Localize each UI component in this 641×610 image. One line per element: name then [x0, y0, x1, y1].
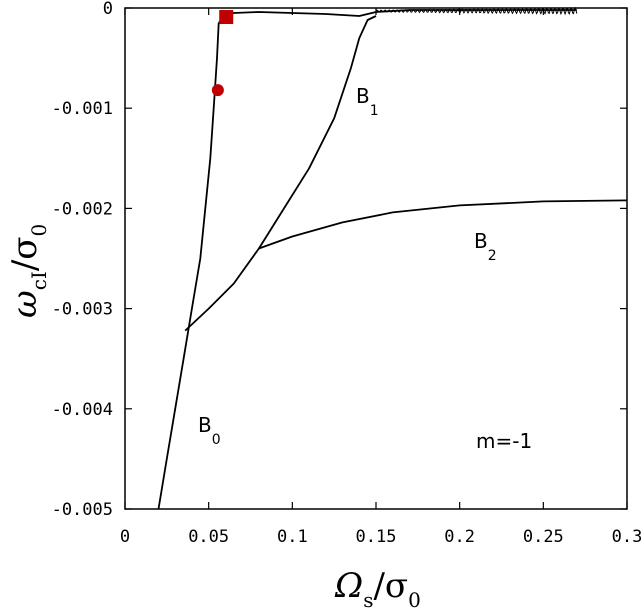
- x-axis-title-sub1: s: [363, 588, 373, 610]
- y-axis-title: ωcI/σ0: [5, 224, 51, 318]
- x-tick-label: 0.15: [356, 527, 397, 547]
- label-b2-main: B: [474, 229, 488, 253]
- x-tick-label: 0: [120, 527, 130, 547]
- label-b2-sub: 2: [488, 248, 497, 264]
- marker-circle: [211, 84, 224, 97]
- x-tick-label: 0.1: [277, 527, 308, 547]
- label-b1-sub: 1: [370, 103, 379, 119]
- x-axis-title-main: Ω: [334, 566, 363, 606]
- x-axis-title-div: /σ: [373, 566, 408, 606]
- y-tick-label: -0.004: [52, 400, 113, 420]
- y-axis-title-main: ω: [5, 290, 45, 318]
- y-axis-title-sub2: 0: [27, 224, 51, 237]
- y-axis-title-sub1: cI: [27, 271, 51, 290]
- label-b1-main: B: [356, 84, 370, 108]
- label-b2: B2: [474, 229, 497, 264]
- y-tick-label: -0.001: [52, 99, 113, 119]
- x-tick-label: 0.2: [444, 527, 475, 547]
- y-tick-label: -0.005: [52, 500, 113, 520]
- y-axis-title-div: /σ: [5, 236, 45, 271]
- y-tick-label: 0: [103, 0, 113, 19]
- x-tick-label: 0.25: [523, 527, 564, 547]
- label-b0: B0: [198, 413, 221, 448]
- y-tick-label: -0.002: [52, 199, 113, 219]
- marker-square: [219, 10, 234, 25]
- y-tick-label: -0.003: [52, 300, 113, 320]
- series-line-ripple: [375, 6, 578, 16]
- label-b0-main: B: [198, 413, 212, 437]
- series-line-b2: [258, 199, 628, 250]
- annotation-m: m=-1: [476, 429, 532, 453]
- label-b1: B1: [356, 84, 379, 119]
- x-axis-title: Ωs/σ0: [334, 566, 421, 610]
- x-axis-ticks: 0 0.05 0.1 0.15 0.2 0.25 0.3: [120, 8, 641, 547]
- x-tick-label: 0.3: [612, 527, 641, 547]
- svg-text:B2: B2: [474, 229, 497, 264]
- series-line-b1: [184, 15, 377, 332]
- series-line-upper: [218, 9, 577, 24]
- label-b0-sub: 0: [212, 432, 221, 448]
- x-tick-label: 0.05: [188, 527, 229, 547]
- svg-text:B1: B1: [356, 84, 379, 119]
- x-axis-title-sub2: 0: [408, 588, 421, 610]
- svg-text:B0: B0: [198, 413, 221, 448]
- y-axis-ticks: 0 -0.001 -0.002 -0.003 -0.004 -0.005: [52, 0, 627, 520]
